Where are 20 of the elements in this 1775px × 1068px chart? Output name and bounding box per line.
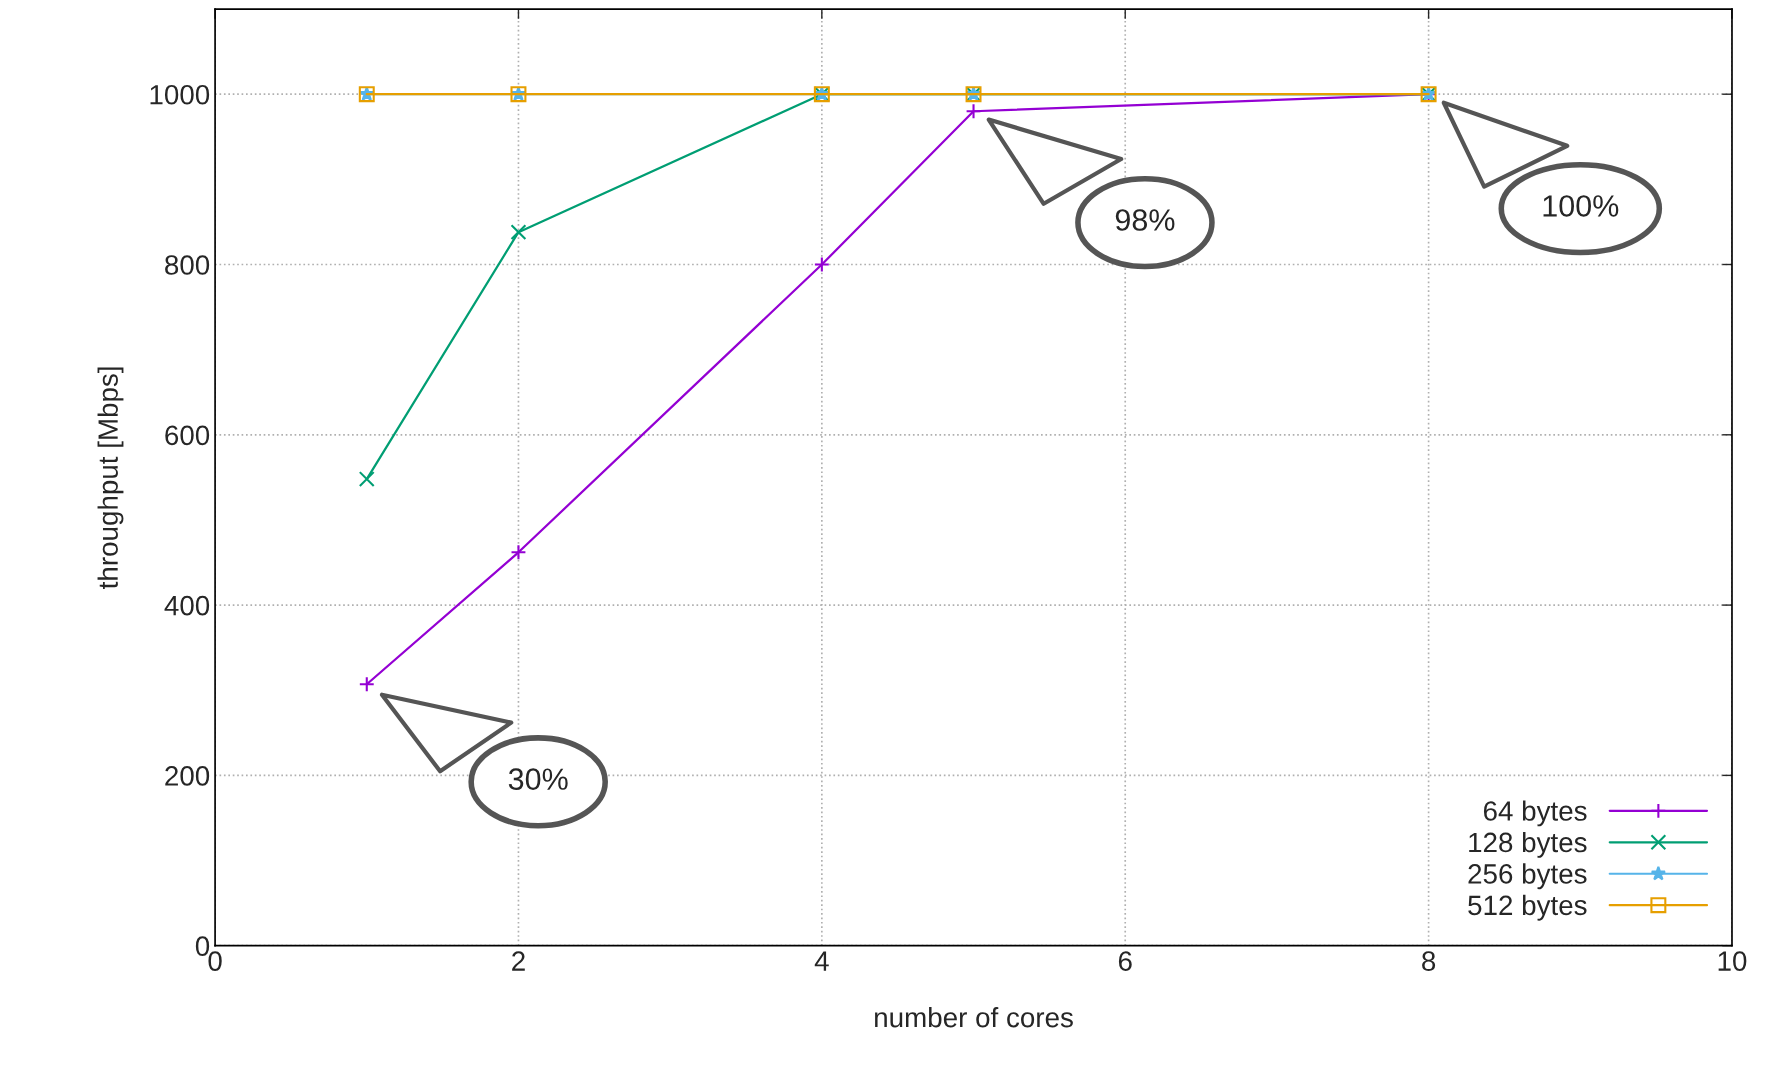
y-tick-label: 0	[195, 936, 210, 957]
x-axis-title: number of cores	[875, 1006, 1073, 1028]
y-tick-label: 200	[165, 766, 210, 786]
annotation: 30%	[508, 768, 568, 790]
y-tick-label: 800	[165, 255, 210, 275]
x-tick-label: 2	[512, 951, 525, 971]
legend-label: 512 bytes	[1468, 894, 1587, 921]
y-tick-label: 400	[164, 595, 210, 616]
x-tick-label: 8	[1422, 951, 1436, 971]
y-tick-label: 600	[165, 425, 210, 446]
x-tick-label: 6	[1118, 951, 1132, 971]
annotation: 98%	[1115, 209, 1175, 231]
x-tick-label: 10	[1718, 951, 1747, 971]
legend-label: 128 bytes	[1469, 831, 1587, 858]
x-tick-label: 4	[814, 951, 829, 971]
y-axis-title: throughput [Mbps]	[97, 367, 124, 589]
annotation: 100%	[1543, 195, 1619, 217]
y-tick-label: 1000	[150, 84, 210, 105]
legend-label: 256 bytes	[1468, 863, 1587, 890]
legend-label: 64 bytes	[1483, 800, 1587, 827]
